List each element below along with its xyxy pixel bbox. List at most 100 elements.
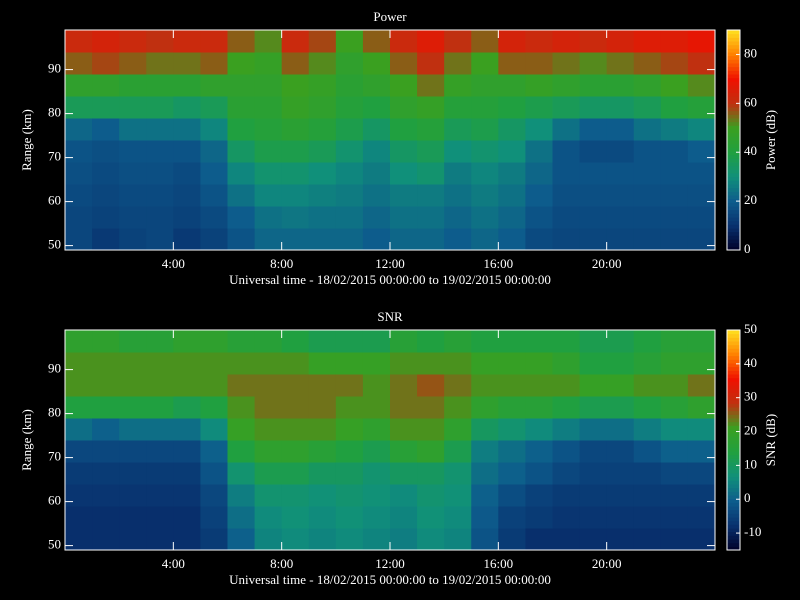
heat-cell	[308, 52, 337, 75]
heat-cell	[119, 162, 147, 185]
heat-cell	[200, 140, 228, 163]
heat-cell	[417, 396, 445, 419]
colorbar-frame	[726, 29, 741, 251]
heat-cell	[200, 162, 228, 185]
heat-cell	[687, 462, 716, 485]
heat-cell	[552, 440, 581, 463]
heat-cell	[660, 462, 689, 485]
heat-cell	[335, 374, 364, 397]
heat-cell	[471, 440, 499, 463]
heat-cell	[687, 396, 716, 419]
colorbar-label: Power (dB)	[763, 110, 778, 170]
heat-cell	[308, 440, 337, 463]
heat-cell	[173, 228, 201, 251]
heat-cell	[92, 162, 120, 185]
heat-cell	[92, 462, 120, 485]
heat-cell	[390, 528, 418, 551]
heat-cell	[687, 330, 716, 353]
colorbar-swatch	[727, 235, 740, 240]
colorbar-swatch	[727, 385, 740, 390]
heat-cell	[173, 184, 201, 207]
heat-cell	[660, 528, 689, 551]
colorbar-swatch	[727, 70, 740, 75]
colorbar-swatch	[727, 425, 740, 430]
heat-cell	[444, 162, 472, 185]
heat-cell	[92, 484, 120, 507]
y-tick-label: 70	[48, 449, 61, 464]
heat-cell	[362, 330, 391, 353]
heat-cell	[119, 118, 147, 141]
colorbar-swatch	[727, 132, 740, 137]
heat-cell	[498, 118, 526, 141]
heat-cell	[92, 228, 120, 251]
colorbar-swatch	[727, 458, 740, 463]
heat-cell	[173, 352, 201, 375]
heat-cell	[471, 30, 499, 53]
heat-cell	[579, 206, 608, 229]
heat-cell	[92, 184, 120, 207]
heat-cell	[281, 528, 310, 551]
heat-cell	[254, 96, 283, 119]
heat-cell	[200, 118, 228, 141]
heat-cell	[471, 228, 499, 251]
heat-cell	[579, 184, 608, 207]
heat-cell	[390, 440, 418, 463]
colorbar-swatch	[727, 81, 740, 86]
y-tick-label: 90	[48, 361, 61, 376]
colorbar-swatch	[727, 396, 740, 401]
heat-cell	[119, 418, 147, 441]
heat-cell	[173, 396, 201, 419]
colorbar-tick-label: -10	[744, 524, 761, 539]
heat-cell	[362, 440, 391, 463]
heat-cell	[471, 96, 499, 119]
heat-cell	[227, 206, 256, 229]
heat-cell	[146, 162, 174, 185]
heat-cell	[281, 30, 310, 53]
heat-cell	[308, 330, 337, 353]
colorbar-swatch	[727, 246, 740, 251]
heat-cell	[417, 74, 445, 97]
heat-cell	[579, 506, 608, 529]
heat-cell	[92, 96, 120, 119]
heat-cell	[227, 30, 256, 53]
heat-cell	[227, 352, 256, 375]
heat-cell	[606, 352, 635, 375]
colorbar-swatch	[727, 465, 740, 470]
colorbar-swatch	[727, 184, 740, 189]
heat-cell	[308, 352, 337, 375]
heat-cell	[92, 330, 120, 353]
colorbar-tick-label: 50	[744, 321, 757, 336]
heat-cell	[335, 330, 364, 353]
heat-cell	[254, 484, 283, 507]
colorbar-swatch	[727, 462, 740, 467]
heat-cell	[444, 118, 472, 141]
heat-cell	[498, 506, 526, 529]
heat-cell	[552, 162, 581, 185]
heat-cell	[119, 440, 147, 463]
heat-cell	[308, 206, 337, 229]
heat-cell	[498, 228, 526, 251]
heat-cell	[579, 528, 608, 551]
heat-cell	[254, 528, 283, 551]
heat-cell	[308, 396, 337, 419]
colorbar-swatch	[727, 484, 740, 489]
heat-cell	[633, 140, 662, 163]
heat-cell	[281, 162, 310, 185]
heat-cell	[254, 330, 283, 353]
heat-cell	[390, 374, 418, 397]
heat-cell	[200, 374, 228, 397]
heat-cell	[525, 140, 553, 163]
colorbar-swatch	[727, 418, 740, 423]
heat-cell	[471, 418, 499, 441]
heat-cell	[173, 206, 201, 229]
colorbar-swatch	[727, 52, 740, 57]
heat-cell	[308, 162, 337, 185]
heat-cell	[362, 228, 391, 251]
heat-cell	[65, 140, 93, 163]
colorbar-tick-label: 20	[744, 423, 757, 438]
heat-cell	[227, 162, 256, 185]
colorbar-swatch	[727, 209, 740, 214]
heat-cell	[471, 484, 499, 507]
heat-cell	[579, 484, 608, 507]
colorbar-swatch	[727, 374, 740, 379]
